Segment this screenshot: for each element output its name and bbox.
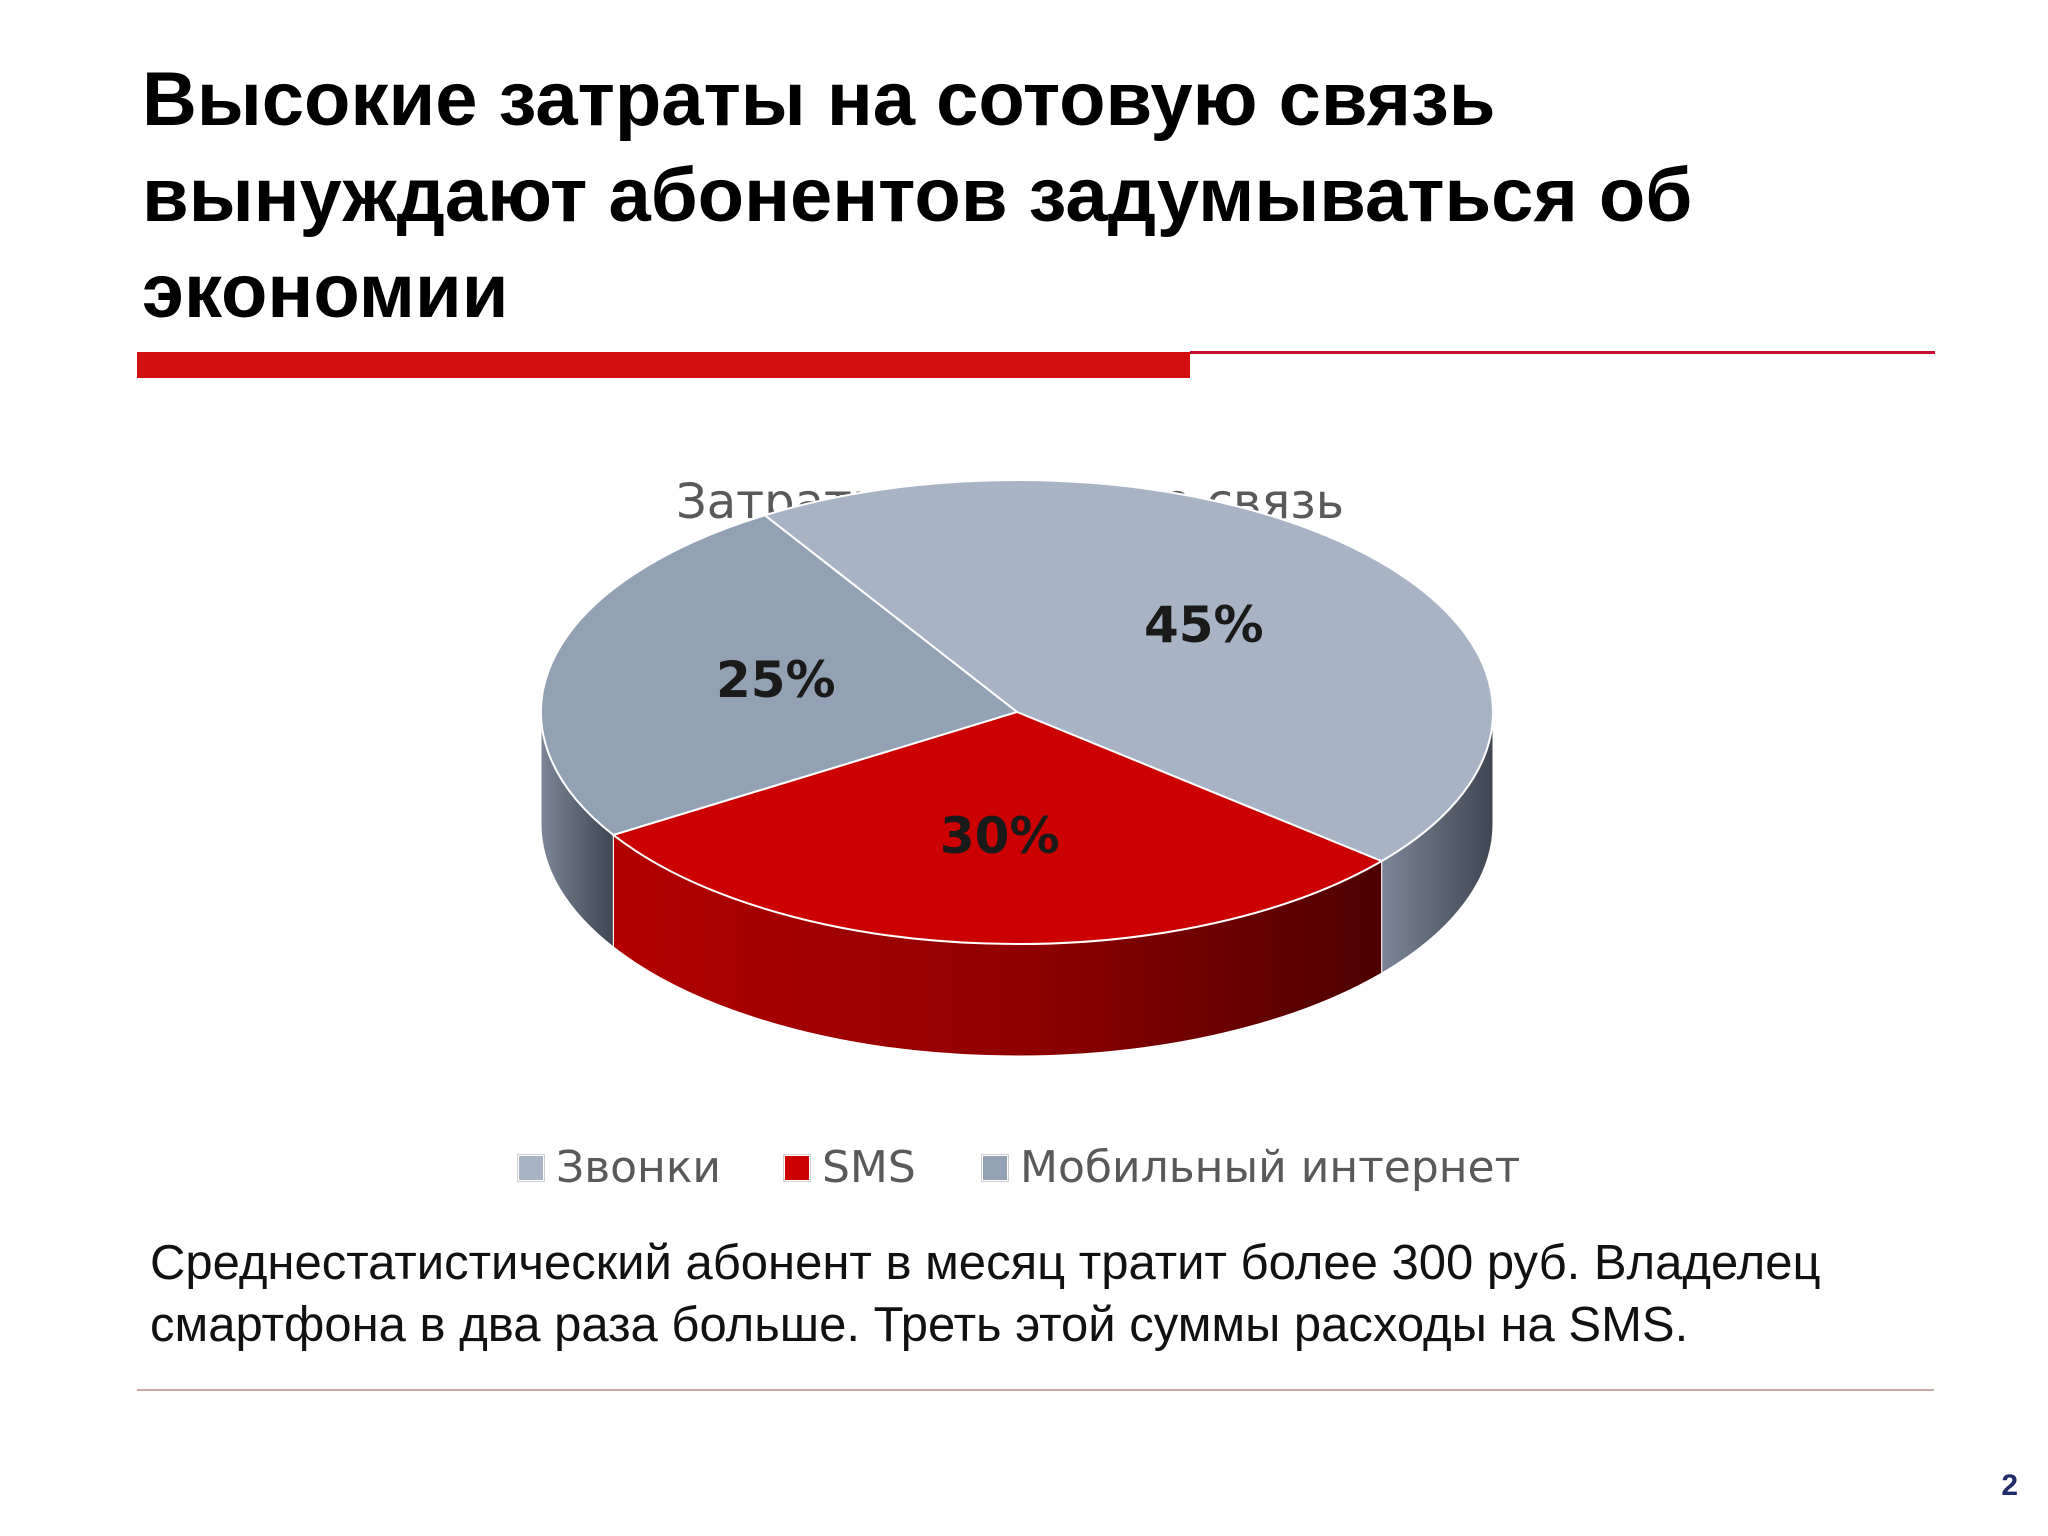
title-rule-thick (137, 352, 1190, 378)
pie-slice-mobile-internet (540, 514, 1020, 837)
pie-label-sms: 30% (940, 807, 1060, 865)
pie-slice-sms (611, 710, 1384, 945)
page-number: 2 (2001, 1469, 2018, 1502)
legend-item-sms: SMS (784, 1142, 916, 1193)
legend-label-sms: SMS (822, 1142, 916, 1193)
legend-label-mobile-internet: Мобильный интернет (1020, 1142, 1521, 1193)
legend-item-calls: Звонки (518, 1142, 721, 1193)
legend-label-calls: Звонки (556, 1142, 721, 1193)
pie-label-calls: 45% (1144, 596, 1264, 654)
pie-slice-calls (762, 479, 1494, 863)
legend-swatch-mobile-internet (982, 1154, 1008, 1181)
legend-item-mobile-internet: Мобильный интернет (982, 1142, 1520, 1193)
pie-label-mobile-internet: 25% (716, 651, 836, 709)
slide-caption: Среднестатистический абонент в месяц тра… (150, 1236, 1821, 1352)
title-rule-thin (1190, 351, 1935, 354)
slide-title: Высокие затраты на сотовую связь вынужда… (142, 57, 1693, 334)
legend-swatch-calls (518, 1154, 544, 1181)
legend-swatch-sms (784, 1154, 810, 1181)
bottom-rule (137, 1389, 1934, 1391)
